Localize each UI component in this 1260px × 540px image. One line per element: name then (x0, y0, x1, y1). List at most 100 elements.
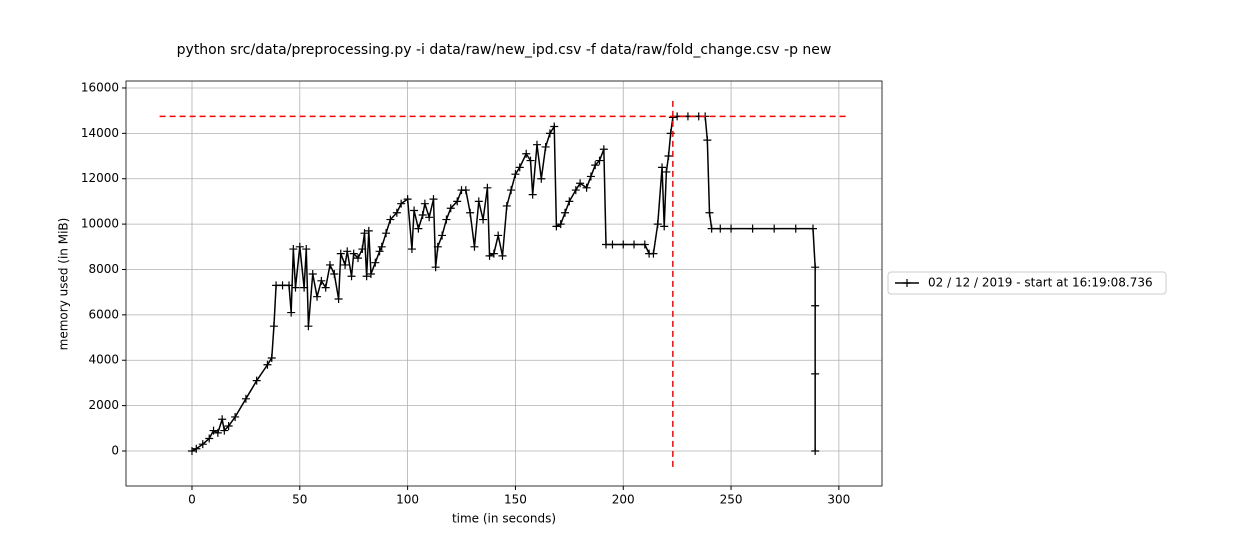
data-point (187, 446, 196, 455)
y-tick-label: 12000 (81, 171, 119, 185)
y-tick-label: 8000 (88, 262, 119, 276)
data-point (662, 167, 671, 176)
data-point (429, 195, 438, 204)
data-point (209, 426, 218, 435)
data-point (354, 254, 363, 263)
data-point (489, 249, 498, 258)
data-point (304, 322, 313, 331)
y-tick-label: 14000 (81, 126, 119, 140)
data-point (300, 283, 309, 292)
y-axis-label: memory used (in MiB) (57, 218, 71, 351)
data-point (410, 206, 419, 215)
y-tick-label: 10000 (81, 217, 119, 231)
data-point (397, 199, 406, 208)
data-point (556, 220, 565, 229)
data-point (658, 163, 667, 172)
data-point (619, 240, 628, 249)
data-point (483, 183, 492, 192)
data-point (608, 240, 617, 249)
data-point (192, 444, 201, 453)
data-point (748, 224, 757, 233)
data-point (420, 199, 429, 208)
data-point (494, 231, 503, 240)
data-point (479, 215, 488, 224)
data-point (703, 136, 712, 145)
x-tick-label: 0 (188, 493, 196, 507)
data-point (565, 197, 574, 206)
data-point (526, 156, 535, 165)
data-point (392, 208, 401, 217)
data-point (291, 283, 300, 292)
data-point (811, 369, 820, 378)
data-point (302, 245, 311, 254)
data-point (446, 204, 455, 213)
data-point (377, 242, 386, 251)
data-point (561, 208, 570, 217)
data-point (295, 242, 304, 251)
x-tick-label: 50 (292, 493, 307, 507)
data-point (366, 270, 375, 279)
legend-swatch-marker (903, 279, 911, 287)
data-point (705, 208, 714, 217)
y-tick-label: 4000 (88, 353, 119, 367)
data-point (727, 224, 736, 233)
x-tick-label: 300 (827, 493, 850, 507)
data-point (550, 122, 559, 131)
data-point (308, 270, 317, 279)
data-point (198, 440, 207, 449)
data-point (586, 172, 595, 181)
data-point (707, 224, 716, 233)
data-point (285, 281, 294, 290)
data-point (386, 215, 395, 224)
data-point (313, 292, 322, 301)
data-point (414, 224, 423, 233)
data-point (343, 247, 352, 256)
data-point (630, 240, 639, 249)
x-tick-label: 100 (396, 493, 419, 507)
data-point (224, 422, 233, 431)
data-point (289, 245, 298, 254)
data-point (321, 283, 330, 292)
data-point (808, 224, 817, 233)
legend-label: 02 / 12 / 2019 - start at 16:19:08.736 (928, 276, 1153, 290)
x-axis-label: time (in seconds) (452, 512, 556, 526)
y-tick-label: 2000 (88, 398, 119, 412)
data-point (362, 272, 371, 281)
data-point (770, 224, 779, 233)
y-tick-label: 6000 (88, 307, 119, 321)
x-tick-label: 200 (612, 493, 635, 507)
data-point (407, 245, 416, 254)
data-point (364, 226, 373, 235)
data-point (287, 308, 296, 317)
data-point (403, 195, 412, 204)
y-tick-label: 16000 (81, 80, 119, 94)
data-point (511, 170, 520, 179)
data-point (330, 270, 339, 279)
data-point (599, 145, 608, 154)
chart-title: python src/data/preprocessing.py -i data… (177, 42, 832, 58)
data-point (640, 240, 649, 249)
data-point (205, 434, 214, 443)
data-point (522, 149, 531, 158)
data-point (358, 245, 367, 254)
data-point (485, 251, 494, 260)
data-point (582, 183, 591, 192)
data-point (263, 360, 272, 369)
data-point (317, 276, 326, 285)
data-point (664, 152, 673, 161)
data-point (532, 140, 541, 149)
data-point (382, 229, 391, 238)
data-point (571, 186, 580, 195)
data-point (325, 260, 334, 269)
data-point (453, 197, 462, 206)
data-point (347, 272, 356, 281)
data-point (811, 446, 820, 455)
data-point (442, 215, 451, 224)
data-point (716, 224, 725, 233)
data-point (218, 415, 227, 424)
data-point (431, 263, 440, 272)
data-point (336, 249, 345, 258)
data-point (341, 260, 350, 269)
data-point (360, 229, 369, 238)
